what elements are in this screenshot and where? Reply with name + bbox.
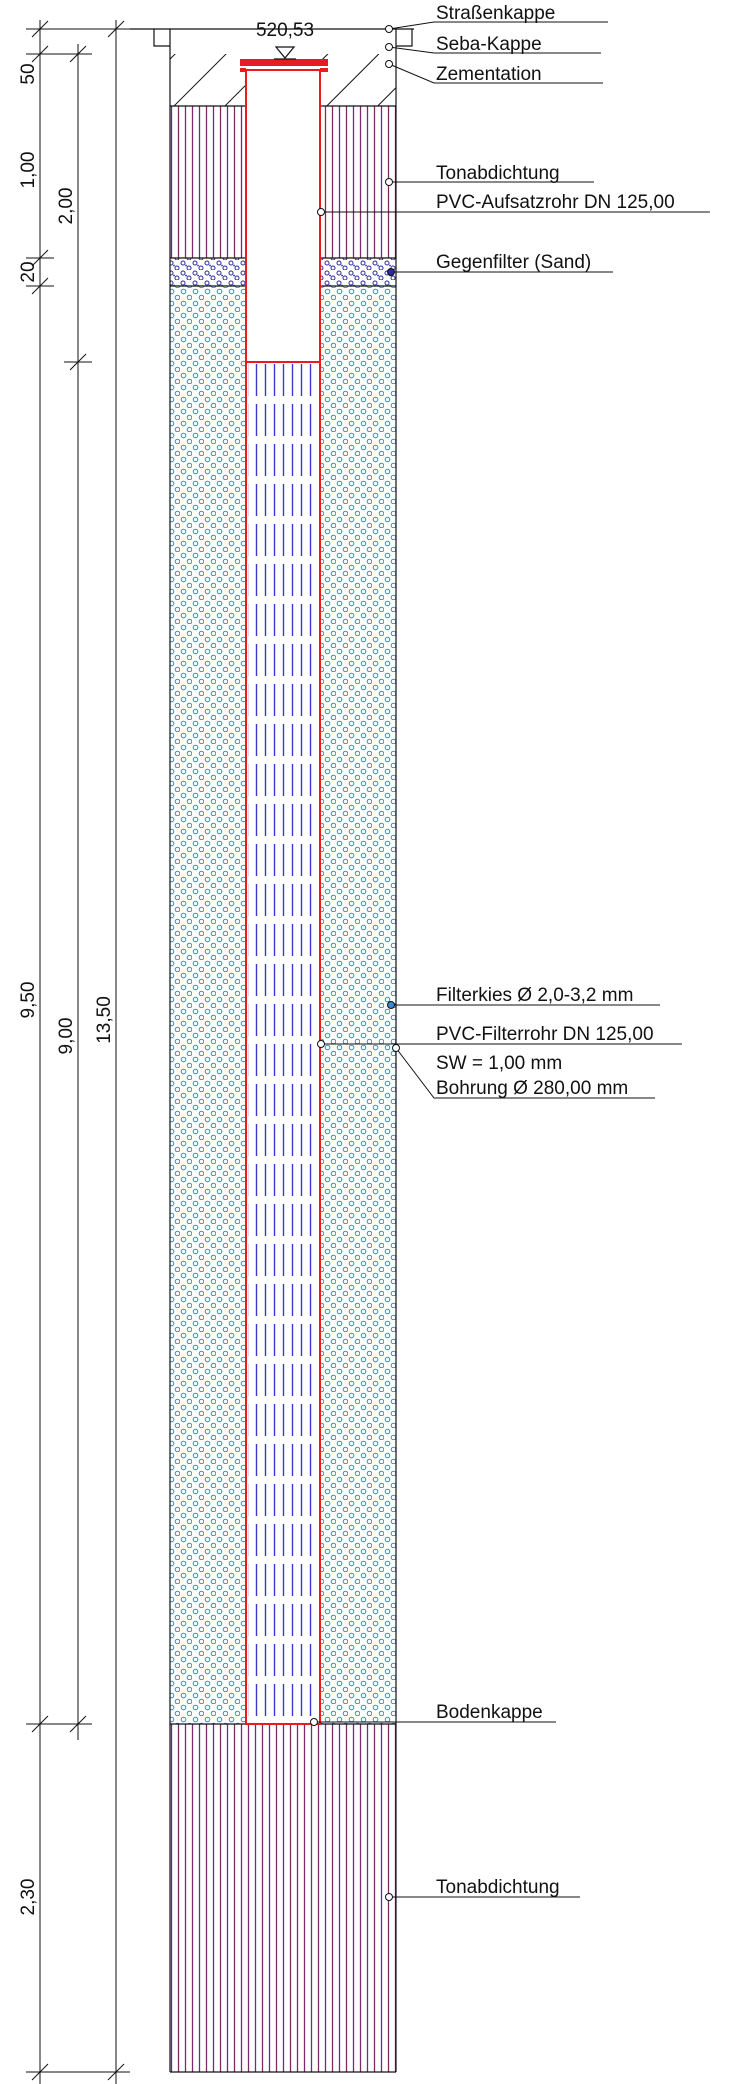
sand-filter-right — [320, 258, 396, 286]
seba-cap — [240, 59, 328, 72]
elevation-value: 520,53 — [256, 20, 314, 41]
screen-slots — [248, 364, 318, 1722]
dim-20: 20 — [18, 261, 39, 282]
dimension-values: 50 1,00 20 9,50 2,30 2,00 9,00 13,50 — [18, 63, 115, 1915]
label-strassenkappe: Straßenkappe — [436, 3, 555, 24]
dim-1-00: 1,00 — [18, 152, 39, 189]
ground-surface — [130, 28, 414, 47]
leader-endpoints — [310, 25, 400, 1901]
endpoint-tonabdichtung-top — [385, 178, 393, 186]
endpoint-bodenkappe — [310, 1718, 318, 1726]
street-cap-right-flange — [396, 29, 413, 47]
endpoint-gegenfilter — [387, 268, 395, 276]
leader-lines — [314, 21, 710, 1898]
label-bohrung: Bohrung Ø 280,00 mm — [436, 1078, 628, 1099]
label-tonabdichtung-bottom: Tonabdichtung — [436, 1877, 560, 1898]
endpoint-aufsatzrohr — [317, 208, 325, 216]
clay-seal-right — [320, 106, 396, 258]
gravel-pack-right — [320, 286, 396, 1724]
label-zementation: Zementation — [436, 64, 542, 85]
label-tonabdichtung-top: Tonabdichtung — [436, 163, 560, 184]
endpoint-bohrung — [392, 1044, 400, 1052]
dim-9-00: 9,00 — [56, 1018, 77, 1055]
label-aufsatzrohr: PVC-Aufsatzrohr DN 125,00 — [436, 192, 675, 213]
dim-50: 50 — [18, 63, 39, 84]
dim-13-50: 13,50 — [94, 996, 115, 1044]
label-filterkies: Filterkies Ø 2,0-3,2 mm — [436, 985, 633, 1006]
clay-seal-left — [170, 106, 246, 258]
label-bodenkappe: Bodenkappe — [436, 1702, 543, 1723]
cementation-left — [170, 54, 246, 106]
label-slot-width: SW = 1,00 mm — [436, 1053, 562, 1074]
endpoint-tonabdichtung-bottom — [385, 1893, 393, 1901]
elevation-triangle-icon — [274, 46, 296, 59]
endpoint-zementation — [385, 60, 393, 68]
label-gegenfilter: Gegenfilter (Sand) — [436, 252, 591, 273]
endpoint-seba-kappe — [385, 43, 393, 51]
elevation-marker: 520,53 — [256, 20, 314, 60]
annulus-layers — [170, 54, 396, 2072]
endpoint-filterkies — [387, 1001, 395, 1009]
dimension-chains — [26, 20, 130, 2084]
label-filterrohr: PVC-Filterrohr DN 125,00 — [436, 1024, 654, 1045]
gravel-pack-left — [170, 286, 246, 1724]
sand-filter-left — [170, 258, 246, 286]
endpoint-filterrohr — [317, 1040, 325, 1048]
cementation-right — [320, 54, 396, 106]
component-labels: Straßenkappe Seba-Kappe Zementation Tona… — [436, 3, 675, 1898]
dim-9-50: 9,50 — [18, 982, 39, 1019]
street-cap-left-flange — [153, 29, 170, 47]
label-seba-kappe: Seba-Kappe — [436, 34, 542, 55]
bottom-clay-seal — [170, 1724, 396, 2072]
riser-pipe — [245, 69, 321, 363]
screen-pipe — [245, 361, 321, 1725]
endpoint-strassenkappe — [385, 25, 393, 33]
dim-2-00: 2,00 — [56, 188, 77, 225]
dim-2-30: 2,30 — [18, 1879, 39, 1916]
